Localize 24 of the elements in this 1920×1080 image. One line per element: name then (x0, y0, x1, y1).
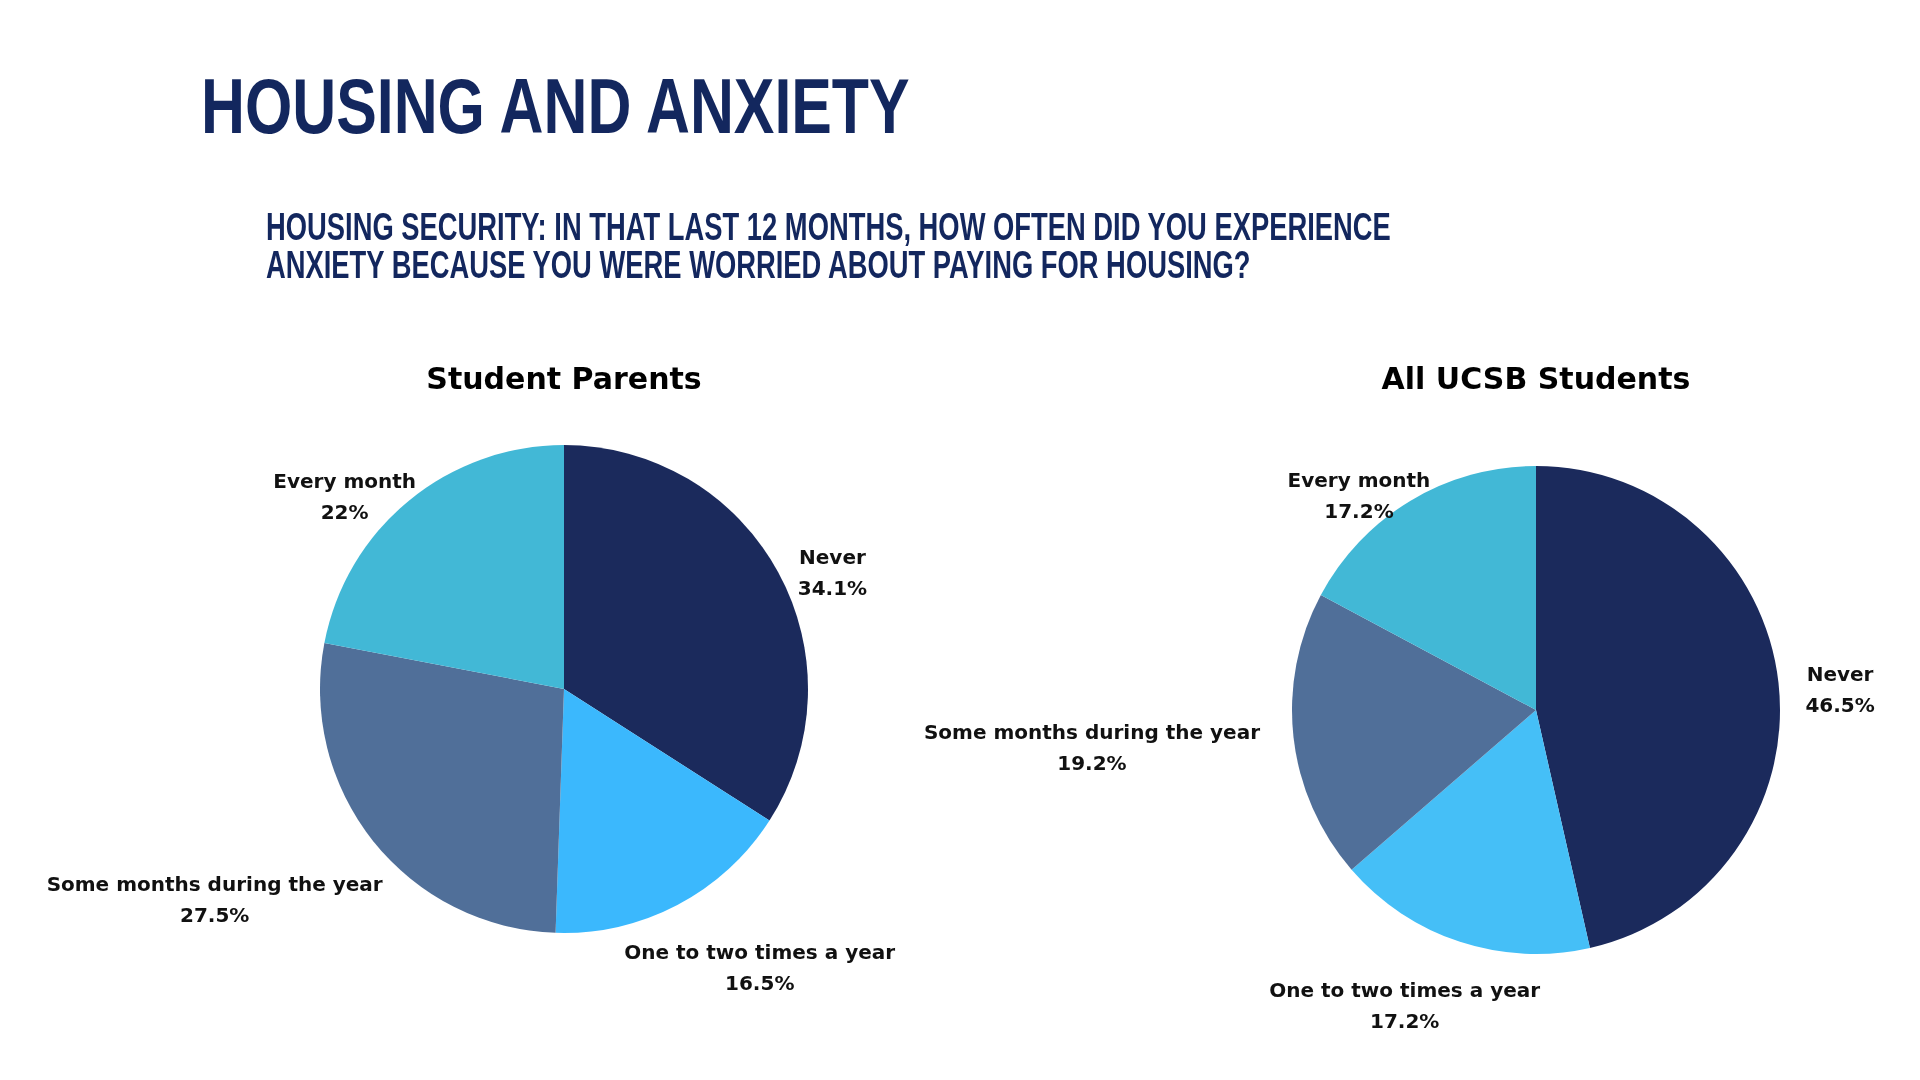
pie-slice (1351, 710, 1590, 954)
data-label: 34.1% (797, 576, 868, 601)
slice-label: Never (1806, 662, 1874, 687)
data-label: 27.5% (179, 903, 250, 928)
slice-label: Never (799, 545, 866, 570)
text: HOUSING SECURITY: IN THAT LAST 12 MONTHS, HOW OFTEN DID YOU EXPERIENCE ANXIETY BECAUSE YOU WERE WORRIED ABOUT PAYING FOR HOUSING? (266, 205, 1391, 287)
pie-slice (1536, 466, 1780, 948)
pie-slice (555, 689, 770, 933)
text: HOUSING AND ANXIETY (201, 62, 910, 150)
slice-label: Every month (273, 469, 417, 494)
slice-label: One to two times a year (1269, 978, 1541, 1003)
slice-label: Some months during the year (923, 719, 1261, 744)
chart-title: Student Parents (426, 361, 702, 396)
data-label: 46.5% (1805, 693, 1875, 718)
data-label: 19.2% (1057, 750, 1127, 775)
data-label: 16.5% (725, 971, 795, 996)
data-label: 22% (320, 500, 369, 525)
slice-label: Some months during the year (46, 872, 383, 897)
chart-title: All UCSB Students (1381, 361, 1691, 396)
pie-slice (1292, 594, 1536, 870)
slice-label: One to two times a year (624, 940, 896, 965)
data-label: 17.2% (1324, 498, 1394, 523)
data-label: 17.2% (1370, 1009, 1440, 1034)
slice-label: Every month (1287, 467, 1431, 492)
